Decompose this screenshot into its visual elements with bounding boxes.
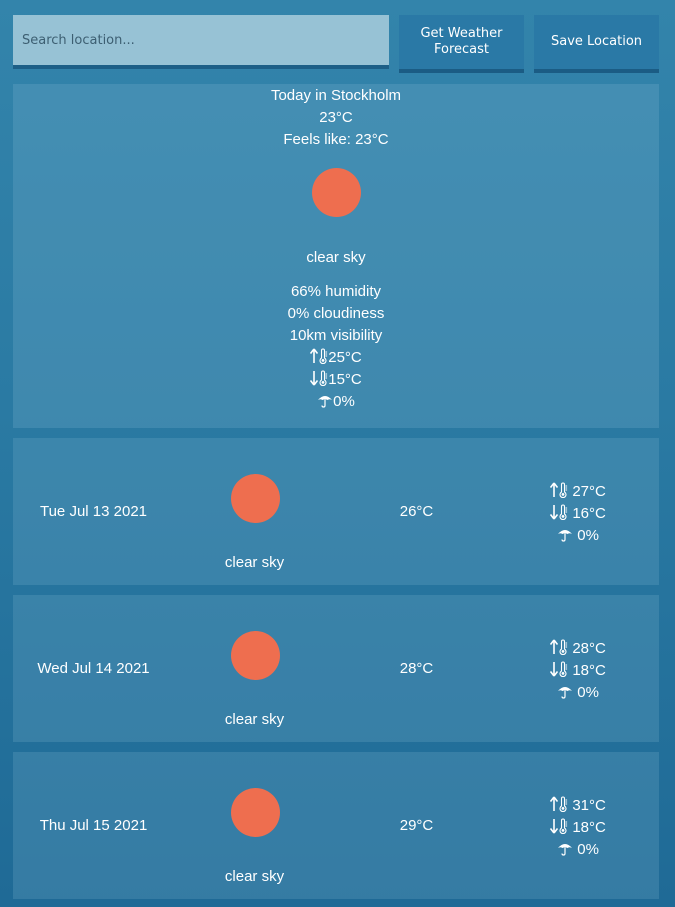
sun-icon bbox=[311, 168, 361, 217]
forecast-max-temp: 31°C bbox=[572, 797, 606, 814]
forecast-precip: 0% bbox=[577, 527, 599, 544]
today-max-temp-row: 25°C bbox=[13, 347, 659, 369]
arrow-up-icon bbox=[550, 482, 558, 498]
umbrella-icon bbox=[317, 392, 333, 408]
today-precipitation: 0% bbox=[333, 393, 355, 410]
forecast-extra: 31°C 18°C 0% bbox=[497, 795, 659, 861]
thermometer-icon bbox=[558, 504, 568, 520]
umbrella-icon bbox=[557, 840, 573, 856]
forecast-description: clear sky bbox=[224, 554, 285, 571]
today-stats: 66% humidity 0% cloudiness 10km visibili… bbox=[13, 281, 659, 413]
thermometer-icon bbox=[558, 796, 568, 812]
forecast-date: Thu Jul 15 2021 bbox=[39, 817, 148, 834]
forecast-date: Tue Jul 13 2021 bbox=[39, 503, 148, 520]
today-title: Today in Stockholm bbox=[270, 87, 402, 104]
arrow-down-icon bbox=[550, 818, 558, 834]
thermometer-icon bbox=[318, 370, 328, 386]
forecast-description: clear sky bbox=[224, 711, 285, 728]
forecast-precip: 0% bbox=[577, 841, 599, 858]
sun-icon bbox=[231, 474, 280, 523]
arrow-down-icon bbox=[550, 661, 558, 677]
arrow-up-icon bbox=[550, 639, 558, 655]
today-max-temp: 25°C bbox=[328, 349, 362, 366]
thermometer-icon bbox=[318, 348, 328, 364]
forecast-extra: 27°C 16°C 0% bbox=[497, 481, 659, 547]
forecast-min-temp: 18°C bbox=[572, 819, 606, 836]
save-location-button[interactable]: Save Location bbox=[534, 15, 659, 73]
sun-icon bbox=[231, 631, 280, 680]
today-precip-row: 0% bbox=[13, 391, 659, 413]
today-min-temp: 15°C bbox=[328, 371, 362, 388]
today-description: clear sky bbox=[306, 249, 366, 266]
forecast-description: clear sky bbox=[224, 868, 285, 885]
forecast-max-temp: 28°C bbox=[572, 640, 606, 657]
sun-icon bbox=[231, 788, 280, 837]
arrow-down-icon bbox=[550, 504, 558, 520]
forecast-date: Wed Jul 14 2021 bbox=[37, 660, 150, 677]
forecast-min-temp: 16°C bbox=[572, 505, 606, 522]
forecast-day-card: Thu Jul 15 2021 clear sky 29°C 31°C 18°C… bbox=[13, 752, 659, 899]
thermometer-icon bbox=[558, 639, 568, 655]
forecast-min-temp: 18°C bbox=[572, 662, 606, 679]
today-min-temp-row: 15°C bbox=[13, 369, 659, 391]
today-cloudiness: 0% cloudiness bbox=[287, 305, 385, 322]
today-temp: 23°C bbox=[319, 109, 353, 126]
today-visibility: 10km visibility bbox=[289, 327, 383, 344]
forecast-extra: 28°C 18°C 0% bbox=[497, 638, 659, 704]
arrow-up-icon bbox=[550, 796, 558, 812]
today-panel: Today in Stockholm 23°C Feels like: 23°C… bbox=[13, 84, 659, 428]
forecast-precip: 0% bbox=[577, 684, 599, 701]
forecast-temp: 29°C bbox=[399, 817, 434, 834]
get-forecast-button[interactable]: Get Weather Forecast bbox=[399, 15, 524, 73]
thermometer-icon bbox=[558, 661, 568, 677]
arrow-down-icon bbox=[310, 370, 318, 386]
thermometer-icon bbox=[558, 482, 568, 498]
forecast-day-card: Tue Jul 13 2021 clear sky 26°C 27°C 16°C… bbox=[13, 438, 659, 585]
forecast-temp: 28°C bbox=[399, 660, 434, 677]
forecast-day-card: Wed Jul 14 2021 clear sky 28°C 28°C 18°C… bbox=[13, 595, 659, 742]
umbrella-icon bbox=[557, 683, 573, 699]
today-humidity: 66% humidity bbox=[290, 283, 382, 300]
search-bar: Get Weather Forecast Save Location bbox=[13, 15, 659, 73]
thermometer-icon bbox=[558, 818, 568, 834]
arrow-up-icon bbox=[310, 348, 318, 364]
umbrella-icon bbox=[557, 526, 573, 542]
search-input[interactable] bbox=[13, 15, 389, 69]
forecast-max-temp: 27°C bbox=[572, 483, 606, 500]
today-feels-like: Feels like: 23°C bbox=[283, 131, 389, 148]
forecast-temp: 26°C bbox=[399, 503, 434, 520]
